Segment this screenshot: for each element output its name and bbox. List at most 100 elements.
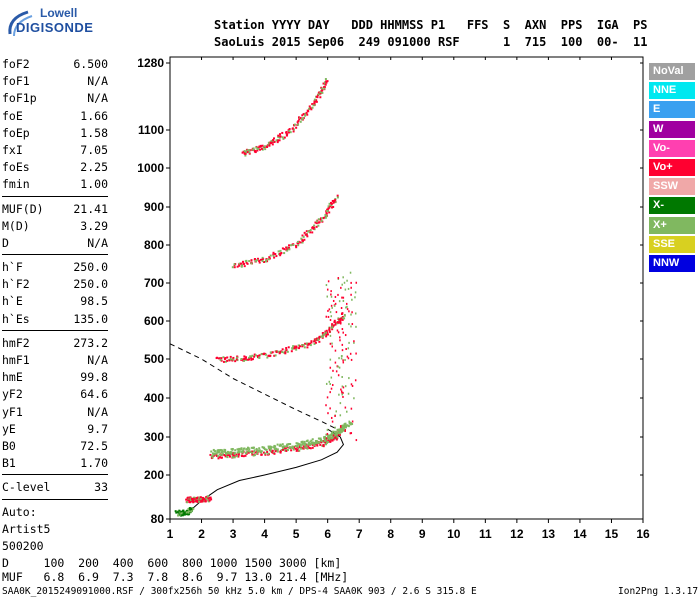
- trace-point: [327, 437, 330, 440]
- trace-point: [266, 451, 269, 454]
- trace-point: [231, 453, 234, 456]
- trace-point: [276, 448, 279, 451]
- trace-point: [195, 500, 198, 503]
- trace-point: [185, 511, 188, 514]
- trace-point: [306, 343, 309, 346]
- trace-point: [200, 498, 203, 501]
- spread-point: [335, 410, 337, 413]
- trace-point: [240, 447, 243, 450]
- trace-point: [328, 202, 331, 205]
- trace-point: [329, 439, 332, 442]
- trace-point: [236, 448, 239, 451]
- param-key: foF1: [2, 74, 30, 89]
- logo-lowell-text: Lowell: [40, 6, 78, 20]
- trace-point: [235, 358, 238, 361]
- trace-point: [252, 454, 255, 457]
- spread-point: [326, 428, 329, 431]
- trace-point: [250, 446, 253, 449]
- legend-item-nnw: NNW: [649, 254, 695, 272]
- spread-point: [345, 348, 347, 351]
- trace-point: [307, 443, 310, 446]
- trace-point: [334, 198, 337, 201]
- trace-point: [319, 218, 322, 221]
- x-tick-label: 2: [198, 527, 205, 541]
- spread-point: [334, 349, 337, 352]
- spread-point: [354, 296, 356, 299]
- param-value: N/A: [87, 74, 108, 89]
- y-tick-label: 900: [144, 200, 164, 214]
- trace-point: [209, 453, 212, 456]
- trace-point: [228, 454, 231, 457]
- trace-point: [220, 451, 223, 454]
- trace-point: [326, 209, 329, 212]
- spread-point: [329, 383, 331, 386]
- trace-point: [283, 252, 286, 255]
- trace-point: [327, 434, 330, 437]
- spread-point: [346, 308, 349, 311]
- trace-point: [306, 109, 309, 112]
- trace-point: [326, 333, 329, 336]
- spread-point: [337, 277, 340, 280]
- trace-point: [180, 512, 183, 515]
- trace-point: [256, 355, 259, 358]
- trace-point: [320, 217, 323, 220]
- x-tick-label: 7: [356, 527, 363, 541]
- trace-point: [326, 331, 329, 334]
- trace-point: [273, 354, 276, 357]
- trace-point: [273, 447, 276, 450]
- spread-point: [345, 306, 347, 309]
- trace-point: [302, 344, 305, 347]
- trace-point: [299, 117, 302, 120]
- trace-point: [266, 260, 269, 263]
- spread-point: [329, 391, 331, 394]
- trace-point: [217, 457, 220, 460]
- trace-point: [331, 438, 334, 441]
- trace-point: [222, 360, 225, 363]
- spread-point: [350, 407, 353, 410]
- trace-point: [304, 233, 307, 236]
- trace-point: [285, 246, 288, 249]
- trace-point: [332, 430, 335, 433]
- trace-point: [315, 100, 318, 103]
- trace-point: [330, 326, 333, 329]
- trace-point: [251, 358, 254, 361]
- spread-point: [337, 365, 339, 368]
- trace-point: [288, 129, 291, 132]
- trace-point: [270, 139, 273, 142]
- trace-point: [263, 448, 266, 451]
- param-group: MUF(D) 21.41 M(D) 3.29 D N/A: [2, 201, 108, 256]
- trace-point: [246, 262, 249, 265]
- trace-point: [258, 449, 261, 452]
- param-key: yF2: [2, 387, 23, 402]
- trace-point: [328, 330, 331, 333]
- trace-point: [242, 449, 245, 452]
- spread-point: [343, 317, 346, 320]
- spread-point: [325, 331, 327, 334]
- trace-point: [330, 202, 333, 205]
- param-row: B0 72.5: [2, 438, 108, 455]
- trace-point: [219, 454, 222, 457]
- param-key: hmE: [2, 370, 23, 385]
- trace-point: [267, 354, 270, 357]
- trace-point: [315, 95, 318, 98]
- trace-point: [297, 447, 300, 450]
- trace-point: [335, 438, 338, 441]
- trace-point: [283, 136, 286, 139]
- trace-point: [260, 450, 263, 453]
- spread-point: [350, 432, 353, 435]
- trace-point: [293, 446, 296, 449]
- y-tick-label: 400: [144, 391, 164, 405]
- trace-point: [331, 206, 334, 209]
- trace-point: [295, 346, 298, 349]
- trace-point: [331, 431, 334, 434]
- trace-point: [306, 346, 309, 349]
- trace-point: [218, 449, 221, 452]
- trace-point: [209, 496, 212, 499]
- trace-point: [279, 443, 282, 446]
- trace-point: [243, 358, 246, 361]
- spread-point: [326, 396, 329, 399]
- trace-point: [296, 442, 299, 445]
- trace-point: [242, 455, 245, 458]
- trace-point: [257, 356, 260, 359]
- trace-point: [263, 260, 266, 263]
